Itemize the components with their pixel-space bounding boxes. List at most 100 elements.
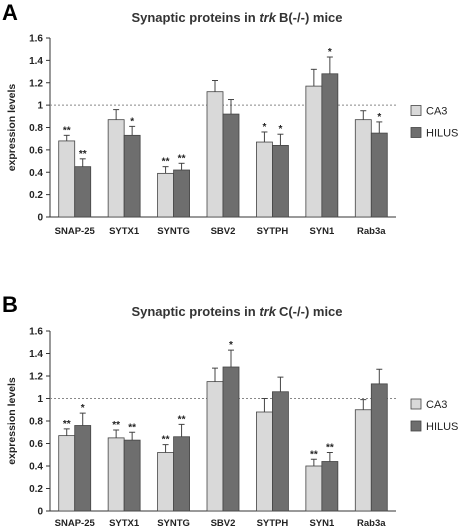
significance-marker: ** (310, 449, 318, 460)
significance-marker: * (229, 340, 233, 351)
significance-marker: ** (178, 153, 186, 164)
bar (157, 452, 174, 512)
y-tick-label: 0.2 (29, 190, 43, 201)
bar (370, 132, 388, 218)
y-tick-label: 0.4 (29, 168, 43, 179)
bar (354, 119, 372, 218)
bar (305, 465, 323, 512)
panel-b: B Synaptic proteins in trk C(-/-) mice expr… (2, 292, 458, 529)
bar (305, 85, 323, 218)
y-tick-label: 1.4 (29, 349, 43, 360)
bar (354, 409, 372, 512)
bar (256, 141, 273, 218)
y-tick-label: 0 (37, 213, 43, 224)
bar (321, 73, 339, 218)
chart-title-prefix: Synaptic proteins in (131, 10, 259, 25)
bar (107, 119, 125, 218)
bar (256, 411, 273, 512)
bar (206, 381, 224, 512)
bar (272, 391, 289, 512)
chart-title-suffix: B(-/-) mice (279, 10, 343, 25)
chart-title: Synaptic proteins in trk B(-/-) mice (131, 10, 342, 25)
chart-title-italic: trk (259, 10, 276, 25)
x-tick-label: SBV2 (211, 518, 236, 529)
significance-marker: * (377, 112, 381, 123)
x-tick-label: SYNTG (157, 518, 190, 529)
x-tick-label: SYTX1 (109, 518, 140, 529)
chart-title-prefix: Synaptic proteins in (131, 304, 259, 319)
y-tick-label: 1 (37, 394, 43, 405)
x-tick-label: SNAP-25 (55, 226, 96, 237)
bar (107, 437, 125, 512)
x-tick-label: SYTPH (257, 518, 289, 529)
x-tick-label: Rab3a (357, 518, 386, 529)
x-tick-label: SYN1 (309, 226, 335, 237)
bar (157, 172, 174, 218)
x-tick-label: SYNTG (157, 226, 190, 237)
y-tick-label: 1.2 (29, 78, 43, 89)
bar (173, 436, 190, 512)
bar (58, 435, 76, 512)
bar (206, 91, 224, 218)
bar (272, 144, 289, 218)
y-tick-label: 1.6 (29, 327, 43, 338)
y-tick-label: 1.6 (29, 34, 43, 45)
significance-marker: ** (63, 125, 71, 136)
x-tick-label: SYN1 (309, 518, 335, 529)
significance-marker: ** (162, 157, 170, 168)
chart-title: Synaptic proteins in trk C(-/-) mice (131, 304, 342, 319)
y-tick-label: 0.6 (29, 145, 43, 156)
legend-label: CA3 (426, 399, 447, 411)
bar (74, 166, 92, 218)
legend-label: HILUS (426, 128, 458, 140)
bar (370, 383, 388, 512)
bar (123, 134, 141, 218)
y-tick-label: 0.2 (29, 484, 43, 495)
y-tick-label: 0.6 (29, 439, 43, 450)
significance-marker: * (278, 124, 282, 135)
significance-marker: ** (128, 422, 136, 433)
significance-marker: ** (63, 419, 71, 430)
panel-letter: B (2, 292, 18, 317)
significance-marker: ** (79, 149, 87, 160)
legend-swatch (410, 105, 422, 116)
bar (74, 425, 92, 512)
x-tick-label: SBV2 (211, 226, 236, 237)
y-tick-label: 1 (37, 101, 43, 112)
significance-marker: * (262, 122, 266, 133)
bar (58, 140, 76, 218)
significance-marker: * (328, 47, 332, 58)
significance-marker: ** (112, 420, 120, 431)
significance-marker: ** (178, 414, 186, 425)
bar (321, 461, 339, 512)
y-tick-label: 0.4 (29, 462, 43, 473)
chart-title-italic: trk (259, 304, 276, 319)
x-tick-label: SNAP-25 (55, 518, 96, 529)
legend-swatch (410, 420, 422, 432)
significance-marker: * (130, 116, 134, 127)
legend-label: HILUS (426, 421, 458, 433)
panel-letter: A (2, 0, 18, 25)
y-tick-label: 0.8 (29, 123, 43, 134)
x-tick-label: SYTPH (257, 226, 289, 237)
bar (222, 366, 240, 512)
significance-marker: ** (162, 435, 170, 446)
y-tick-label: 1.4 (29, 56, 43, 67)
panel-a: A Synaptic proteins in trk B(-/-) mice expr… (2, 0, 458, 237)
bar (173, 169, 190, 218)
y-axis-label: expression levels (6, 377, 18, 465)
chart-title-suffix: C(-/-) mice (279, 304, 343, 319)
significance-marker: ** (326, 443, 334, 454)
y-tick-label: 1.2 (29, 372, 43, 383)
x-tick-label: Rab3a (357, 226, 386, 237)
bar (123, 439, 141, 512)
legend-swatch (410, 398, 422, 410)
significance-marker: * (81, 403, 85, 414)
x-tick-label: SYTX1 (109, 226, 140, 237)
y-axis-label: expression levels (6, 84, 18, 172)
y-tick-label: 0 (37, 507, 43, 518)
legend-swatch (410, 127, 422, 138)
bar (222, 113, 240, 218)
legend-label: CA3 (426, 106, 447, 118)
